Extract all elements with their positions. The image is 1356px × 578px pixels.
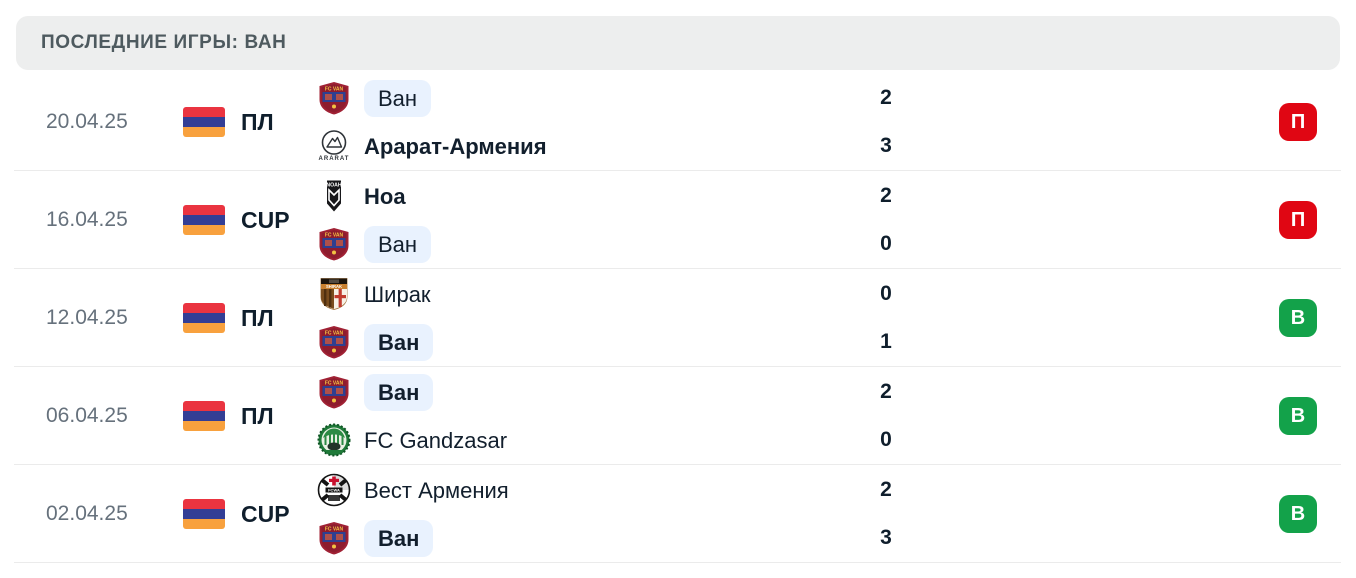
away-team: FC VAN Ван	[316, 225, 866, 263]
home-team-logo: FC VAN	[316, 80, 352, 116]
svg-text:FC VAN: FC VAN	[325, 331, 344, 337]
match-row[interactable]: 02.04.25 CUP FCWA Вест Армения FC VAN Ва…	[0, 465, 1356, 563]
match-row[interactable]: 20.04.25 ПЛ FC VAN Ван ARARAT Арарат-Арм…	[0, 73, 1356, 171]
match-date: 02.04.25	[46, 502, 128, 525]
teams-column: FC VAN Ван ARARAT Арарат-Армения	[316, 79, 866, 165]
result-badge: П	[1279, 201, 1317, 239]
home-team-name: Ван	[364, 79, 432, 117]
away-team-logo: ARARAT	[316, 128, 352, 164]
home-team-name: Ван	[364, 373, 434, 411]
svg-text:FCWA: FCWA	[328, 488, 340, 493]
away-team-logo	[316, 422, 352, 458]
teams-column: FCWA Вест Армения FC VAN Ван	[316, 471, 866, 557]
home-team-logo: NOAH	[316, 178, 352, 214]
home-score: 2	[880, 380, 892, 403]
svg-text:FC VAN: FC VAN	[325, 87, 344, 93]
match-row[interactable]: 12.04.25 ПЛ SHIRAK Ширак FC VAN Ван 0 1 …	[0, 269, 1356, 367]
home-team: SHIRAK Ширак	[316, 275, 866, 313]
svg-text:ARARAT: ARARAT	[319, 156, 350, 162]
competition-label: ПЛ	[241, 108, 274, 135]
result-badge: В	[1279, 495, 1317, 533]
teams-column: NOAH Ноа FC VAN Ван	[316, 177, 866, 263]
home-team-name: Ширак	[364, 281, 431, 307]
match-date: 16.04.25	[46, 208, 128, 231]
result-badge: П	[1279, 103, 1317, 141]
section-title: ПОСЛЕДНИЕ ИГРЫ: ВАН	[41, 32, 287, 53]
svg-text:FC VAN: FC VAN	[325, 381, 344, 387]
score-column: 2 3	[866, 79, 906, 165]
away-team-logo: FC VAN	[316, 520, 352, 556]
armenia-flag-icon	[183, 205, 225, 235]
svg-text:SHIRAK: SHIRAK	[326, 284, 342, 289]
home-team-logo: FC VAN	[316, 374, 352, 410]
away-team: ARARAT Арарат-Армения	[316, 127, 866, 165]
home-score: 2	[880, 184, 892, 207]
teams-column: SHIRAK Ширак FC VAN Ван	[316, 275, 866, 361]
section-header: ПОСЛЕДНИЕ ИГРЫ: ВАН	[16, 16, 1340, 70]
away-team: FC Gandzasar	[316, 421, 866, 459]
away-score: 1	[880, 330, 892, 353]
score-column: 2 0	[866, 373, 906, 459]
home-team: FCWA Вест Армения	[316, 471, 866, 509]
away-score: 3	[880, 526, 892, 549]
competition-label: ПЛ	[241, 304, 274, 331]
home-team: FC VAN Ван	[316, 79, 866, 117]
home-score: 0	[880, 282, 892, 305]
away-team: FC VAN Ван	[316, 323, 866, 361]
recent-matches-list: 20.04.25 ПЛ FC VAN Ван ARARAT Арарат-Арм…	[0, 73, 1356, 563]
home-team-logo: SHIRAK	[316, 276, 352, 312]
result-badge: В	[1279, 397, 1317, 435]
match-date: 12.04.25	[46, 306, 128, 329]
teams-column: FC VAN Ван FC Gandzasar	[316, 373, 866, 459]
armenia-flag-icon	[183, 499, 225, 529]
armenia-flag-icon	[183, 401, 225, 431]
away-team-name: Арарат-Армения	[364, 133, 547, 159]
away-score: 3	[880, 134, 892, 157]
competition-label: CUP	[241, 206, 290, 233]
away-team-logo: FC VAN	[316, 324, 352, 360]
match-row[interactable]: 06.04.25 ПЛ FC VAN Ван FC Gandzasar 2 0 …	[0, 367, 1356, 465]
home-team-name: Ноа	[364, 183, 406, 209]
svg-text:FC VAN: FC VAN	[325, 527, 344, 533]
armenia-flag-icon	[183, 107, 225, 137]
away-team-name: Ван	[364, 323, 434, 361]
armenia-flag-icon	[183, 303, 225, 333]
home-team: FC VAN Ван	[316, 373, 866, 411]
svg-text:NOAH: NOAH	[326, 183, 342, 189]
match-date: 06.04.25	[46, 404, 128, 427]
match-row[interactable]: 16.04.25 CUP NOAH Ноа FC VAN Ван 2 0 П	[0, 171, 1356, 269]
competition-label: CUP	[241, 500, 290, 527]
match-date: 20.04.25	[46, 110, 128, 133]
away-team-name: Ван	[364, 225, 432, 263]
home-score: 2	[880, 478, 892, 501]
score-column: 2 0	[866, 177, 906, 263]
away-team: FC VAN Ван	[316, 519, 866, 557]
home-team-logo: FCWA	[316, 472, 352, 508]
svg-text:FC VAN: FC VAN	[325, 233, 344, 239]
away-team-name: Ван	[364, 519, 434, 557]
competition-label: ПЛ	[241, 402, 274, 429]
score-column: 2 3	[866, 471, 906, 557]
away-score: 0	[880, 232, 892, 255]
home-score: 2	[880, 86, 892, 109]
away-score: 0	[880, 428, 892, 451]
score-column: 0 1	[866, 275, 906, 361]
away-team-name: FC Gandzasar	[364, 427, 508, 453]
result-badge: В	[1279, 299, 1317, 337]
home-team-name: Вест Армения	[364, 477, 509, 503]
away-team-logo: FC VAN	[316, 226, 352, 262]
home-team: NOAH Ноа	[316, 177, 866, 215]
